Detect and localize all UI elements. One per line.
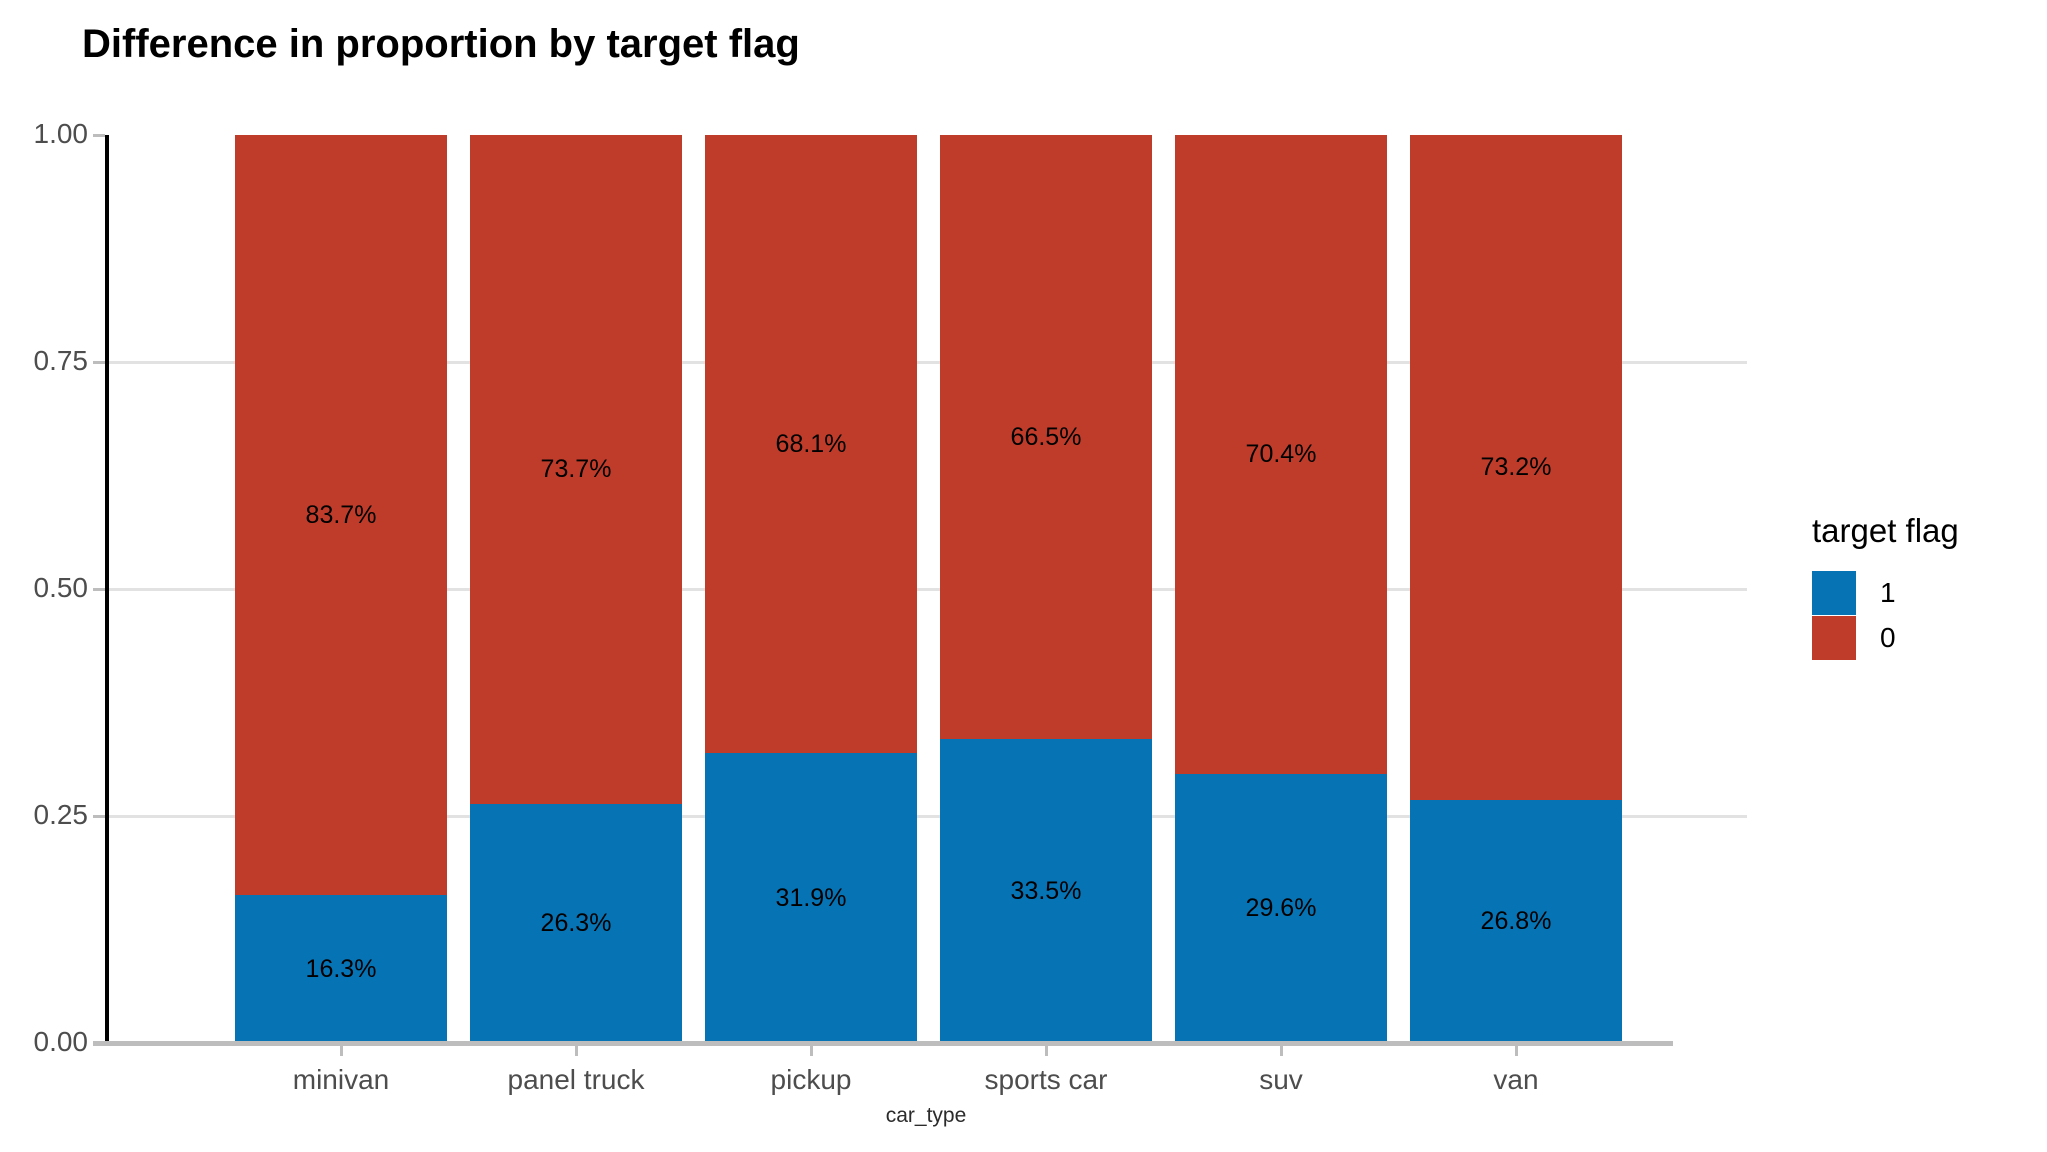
x-tick [1515,1046,1518,1056]
bar-value-label: 73.2% [1480,453,1552,481]
gridline-0.25 [107,815,1747,818]
legend-item-0: 0 [1812,615,2042,660]
y-axis-line [105,135,109,1043]
bar-segment-0-suv: 70.4% [1175,135,1387,774]
bar-value-label: 26.3% [540,909,612,937]
y-tick [93,134,105,137]
x-tick-label: sports car [984,1064,1108,1095]
bar-segment-0-panel truck: 73.7% [470,135,682,804]
legend-swatch-1 [1812,570,1856,615]
x-tick [340,1046,343,1056]
bar-value-label: 73.7% [540,455,612,483]
x-tick-label: pickup [770,1064,852,1095]
bar-segment-1-pickup: 31.9% [705,753,917,1043]
gridline-0.75 [107,361,1747,364]
bar-value-label: 66.5% [1010,422,1082,451]
bar-segment-1-van: 26.8% [1410,800,1622,1043]
bar-segment-0-minivan: 83.7% [235,135,447,895]
legend-item-1: 1 [1812,570,2042,615]
y-tick-label: 0.75 [33,345,89,376]
bar-segment-1-panel truck: 26.3% [470,804,682,1043]
y-tick [93,815,105,818]
bar-value-label: 26.8% [1480,907,1552,935]
x-axis-title: car_type [885,1104,967,1127]
bar-value-label: 33.5% [1010,876,1082,905]
y-tick [93,588,105,591]
y-tick-label: 0.00 [33,1026,89,1057]
x-tick [1045,1046,1048,1056]
y-tick-label: 1.00 [33,118,89,149]
bar-value-label: 16.3% [305,954,377,983]
legend-label-0: 0 [1880,621,1896,653]
y-tick [93,361,105,364]
x-tick-label: minivan [292,1064,390,1095]
x-tick-label: van [1493,1064,1539,1095]
x-tick [1280,1046,1283,1056]
legend-swatch-0 [1812,615,1856,660]
x-tick [575,1046,578,1056]
y-tick-label: 0.25 [33,799,89,830]
bar-value-label: 31.9% [775,883,847,912]
bar-segment-1-suv: 29.6% [1175,774,1387,1043]
x-tick [810,1046,813,1056]
y-tick [93,1042,105,1045]
x-tick-label: panel truck [507,1064,645,1095]
bar-segment-0-pickup: 68.1% [705,135,917,753]
bar-segment-1-minivan: 16.3% [235,895,447,1043]
bar-value-label: 70.4% [1245,440,1317,468]
y-tick-label: 0.50 [33,572,89,603]
legend-title: target flag [1812,512,1959,549]
legend-label-1: 1 [1880,576,1896,608]
bar-value-label: 29.6% [1245,894,1317,922]
gridline-0.5 [107,588,1747,591]
bar-segment-0-sports car: 66.5% [940,135,1152,739]
x-axis-line [93,1041,1673,1046]
bar-segment-1-sports car: 33.5% [940,739,1152,1043]
chart-title: Difference in proportion by target flag [82,22,800,66]
bar-value-label: 83.7% [305,500,377,529]
bar-segment-0-van: 73.2% [1410,135,1622,800]
legend: target flag 1 0 [1812,512,2042,660]
x-tick-label: suv [1259,1064,1303,1095]
bar-value-label: 68.1% [775,429,847,458]
